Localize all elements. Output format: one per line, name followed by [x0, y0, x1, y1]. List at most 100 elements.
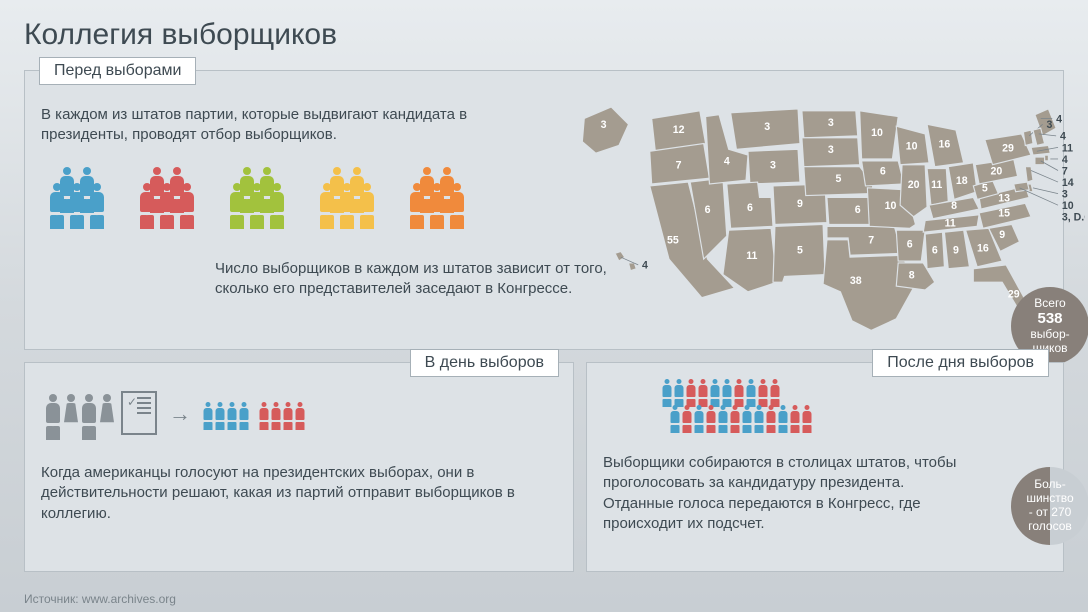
person-icon — [89, 183, 105, 223]
person-icon — [790, 405, 800, 429]
state-HI — [615, 251, 636, 270]
state-num-ND: 3 — [828, 117, 834, 129]
state-num-IA: 6 — [880, 165, 886, 177]
callout-l2: 538 — [1030, 310, 1069, 327]
br-text: Выборщики собираются в столицах штатов, … — [603, 453, 973, 534]
person-icon — [295, 402, 305, 426]
state-num-WA: 12 — [673, 124, 685, 136]
voters-icons — [45, 394, 115, 434]
state-num-NE: 5 — [836, 173, 842, 185]
person-icon — [718, 405, 728, 429]
state-num-WI: 10 — [906, 140, 918, 152]
state-num-RI: 4 — [1062, 154, 1068, 166]
person-icon — [686, 379, 696, 403]
bl-text: Когда американцы голосуют на президентск… — [41, 463, 551, 524]
maj-l4: голосов — [1026, 520, 1073, 534]
state-num-CA: 55 — [667, 235, 679, 247]
state-num-DC: 3, D.C. — [1062, 212, 1085, 224]
person-icon — [269, 183, 285, 223]
person-icon — [670, 405, 680, 429]
state-num-CO: 9 — [797, 198, 803, 210]
state-num-AL: 9 — [953, 244, 959, 256]
person-icon — [746, 379, 756, 403]
person-icon — [99, 394, 115, 434]
maj-l2: шинство — [1026, 492, 1073, 506]
person-icon — [271, 402, 281, 426]
person-icon — [449, 183, 465, 223]
panel-before-election: Перед выборами В каждом из штатов партии… — [24, 70, 1064, 350]
state-num-NC: 15 — [998, 208, 1010, 220]
state-num-WV: 5 — [982, 183, 988, 195]
arrow-icon: → — [169, 401, 191, 427]
state-num-TN: 11 — [945, 217, 956, 229]
person-icon — [139, 183, 155, 223]
label-after: После дня выборов — [872, 349, 1049, 377]
state-num-FL: 29 — [1008, 289, 1020, 301]
person-icon — [339, 183, 355, 223]
state-num-NV: 6 — [705, 204, 711, 216]
person-icon — [429, 183, 445, 223]
state-num-VT: 3 — [1046, 119, 1052, 131]
state-num-MT: 3 — [764, 121, 770, 133]
person-icon — [159, 183, 175, 223]
person-icon — [249, 183, 265, 223]
person-icon — [730, 405, 740, 429]
person-icon — [802, 405, 812, 429]
elector-groups — [41, 167, 473, 223]
person-icon — [722, 379, 732, 403]
person-icon — [694, 405, 704, 429]
state-num-DE: 3 — [1062, 188, 1068, 200]
state-num-MD: 10 — [1062, 200, 1074, 212]
person-icon — [758, 379, 768, 403]
state-num-OK: 7 — [868, 235, 874, 247]
state-VT — [1023, 130, 1033, 145]
callout-l1: Всего — [1030, 297, 1069, 311]
state-num-HI: 4 — [642, 260, 648, 272]
person-icon — [674, 379, 684, 403]
state-num-IL: 20 — [908, 179, 920, 191]
state-num-CT: 7 — [1062, 165, 1068, 177]
state-num-UT: 6 — [747, 202, 753, 214]
infographic-canvas: Коллегия выборщиков Перед выборами В каж… — [0, 0, 1088, 612]
callout-l3: выбор- — [1030, 328, 1069, 342]
person-icon — [229, 183, 245, 223]
state-num-OR: 7 — [676, 160, 682, 172]
person-icon — [409, 183, 425, 223]
person-icon — [63, 394, 79, 434]
label-before: Перед выборами — [39, 57, 196, 85]
person-icon — [734, 379, 744, 403]
state-CT — [1035, 157, 1045, 165]
majority-callout: Боль- шинство - от 270 голосов — [1011, 467, 1088, 545]
person-icon — [259, 402, 269, 426]
person-icon — [742, 405, 752, 429]
state-num-NJ: 14 — [1062, 177, 1074, 189]
state-num-MO: 10 — [885, 200, 897, 212]
state-num-OH: 18 — [956, 175, 968, 187]
state-MD — [1014, 182, 1029, 192]
state-num-SD: 3 — [828, 144, 834, 156]
person-icon — [319, 183, 335, 223]
state-num-MS: 6 — [932, 244, 938, 256]
person-icon — [203, 402, 213, 426]
person-icon — [227, 402, 237, 426]
page-title: Коллегия выборщиков — [24, 18, 1064, 52]
person-icon — [754, 405, 764, 429]
maj-l1: Боль- — [1026, 478, 1073, 492]
person-icon — [766, 405, 776, 429]
state-num-MN: 10 — [871, 127, 883, 139]
state-num-LA: 8 — [909, 269, 915, 281]
person-icon — [706, 405, 716, 429]
person-icon — [81, 394, 97, 434]
state-NJ — [1025, 167, 1033, 182]
state-num-KS: 6 — [855, 204, 861, 216]
person-icon — [49, 183, 65, 223]
top-text-1: В каждом из штатов партии, которые выдви… — [41, 105, 471, 146]
label-electionday: В день выборов — [410, 349, 559, 377]
result-groups — [203, 402, 305, 426]
state-num-ID: 4 — [724, 156, 730, 168]
person-icon — [682, 405, 692, 429]
state-num-MA: 11 — [1062, 142, 1073, 154]
state-num-NH: 4 — [1060, 131, 1066, 143]
state-num-WY: 3 — [770, 160, 776, 172]
state-num-KY: 8 — [951, 200, 957, 212]
